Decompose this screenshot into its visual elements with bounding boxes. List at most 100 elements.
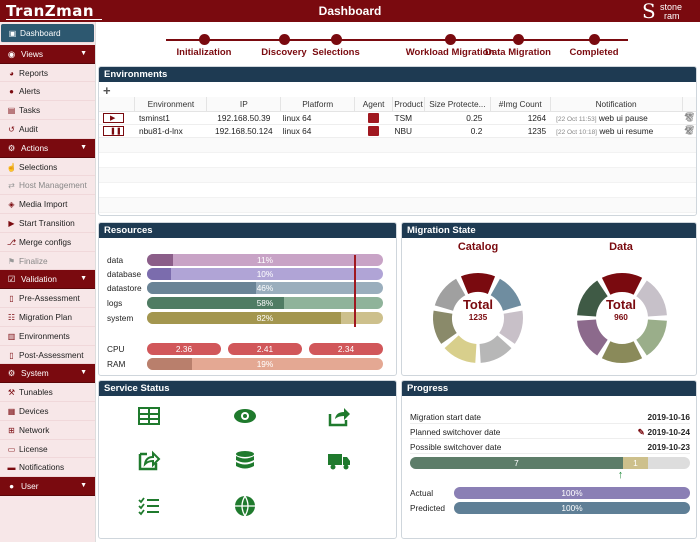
resource-label: data bbox=[107, 255, 124, 265]
data-total-value: 960 bbox=[614, 312, 628, 322]
sidebar-section-actions[interactable]: ⚙ Actions ▼ bbox=[0, 138, 95, 158]
sidebar-item-environments[interactable]: ▥ Environments bbox=[0, 327, 95, 346]
sidebar-item-tunables[interactable]: ⚒ Tunables bbox=[0, 383, 95, 402]
sidebar-item-alerts[interactable]: ● Alerts bbox=[0, 82, 95, 102]
sidebar-item-dashboard[interactable]: ▣ Dashboard bbox=[1, 24, 94, 43]
date-text: 2019-10-24 bbox=[647, 427, 690, 437]
sidebar-item-merge-configs[interactable]: ⎇ Merge configs bbox=[0, 233, 95, 252]
resource-percent: 46% bbox=[256, 283, 274, 293]
sidebar-item-post-assessment[interactable]: ▯ Post-Assessment bbox=[0, 346, 95, 365]
column-header[interactable] bbox=[682, 97, 696, 112]
sidebar-item-selections[interactable]: ☝ Selections bbox=[0, 158, 95, 177]
actual-percent: 100% bbox=[561, 488, 583, 498]
date-text: 2019-10-23 bbox=[647, 442, 690, 452]
sidebar-item-finalize[interactable]: ⚑ Finalize bbox=[0, 252, 95, 271]
sidebar-item-license[interactable]: ▭ License bbox=[0, 440, 95, 459]
empty-cell bbox=[682, 197, 696, 213]
sidebar-item-audit[interactable]: ↺ Audit bbox=[0, 120, 95, 139]
sidebar-item-reports[interactable]: ◕ Reports bbox=[0, 64, 95, 83]
agent-cell bbox=[354, 111, 393, 125]
wizard-step-completed[interactable]: Completed bbox=[549, 34, 639, 58]
sidebar-item-start-transition[interactable]: ▶ Start Transition bbox=[0, 214, 95, 233]
sidebar-item-devices[interactable]: ▦ Devices bbox=[0, 402, 95, 421]
empty-cell bbox=[280, 137, 355, 153]
sidebar-item-pre-assessment[interactable]: ▯ Pre-Assessment bbox=[0, 289, 95, 308]
resource-bar: 58% bbox=[147, 297, 383, 309]
catalog-title: Catalog bbox=[457, 241, 499, 253]
empty-cell bbox=[550, 152, 683, 168]
sidebar-section-views[interactable]: ◉ Views ▼ bbox=[0, 44, 95, 64]
wrench-icon[interactable]: ⚒ bbox=[684, 112, 693, 122]
column-header[interactable]: Size Protecte... bbox=[424, 97, 491, 112]
column-header[interactable] bbox=[99, 97, 136, 112]
play-state-icon[interactable]: ▶ bbox=[103, 112, 124, 123]
column-header[interactable]: IP bbox=[206, 97, 282, 112]
truck-icon[interactable] bbox=[327, 449, 351, 471]
wizard-step-initialization[interactable]: Initialization bbox=[159, 34, 249, 58]
sidebar-item-tasks[interactable]: ▤ Tasks bbox=[0, 101, 95, 120]
add-environment-icon[interactable]: + bbox=[103, 83, 111, 98]
sidebar-item-notifications[interactable]: ▬ Notifications bbox=[0, 458, 95, 478]
donut-segment bbox=[601, 273, 643, 295]
share-icon[interactable] bbox=[327, 405, 351, 427]
table-row[interactable]: ❚❚ nbu81-d-lnx 192.168.50.124 linux 64 NBU 0.… bbox=[99, 124, 696, 138]
column-header[interactable]: Environment bbox=[134, 97, 208, 112]
sidebar-item-network[interactable]: ⊞ Network bbox=[0, 421, 95, 440]
checklist-icon[interactable] bbox=[137, 495, 161, 517]
service-status-title: Service Status bbox=[99, 381, 396, 396]
agent-cubes-icon bbox=[368, 112, 380, 123]
devices-icon: ▦ bbox=[7, 406, 16, 416]
globe-icon[interactable] bbox=[233, 495, 257, 517]
external-share-icon[interactable] bbox=[137, 449, 161, 471]
play-icon: ▶ bbox=[8, 218, 15, 228]
wrench-icon: ⚒ bbox=[7, 388, 16, 398]
sidebar-item-migration-plan[interactable]: ☷ Migration Plan bbox=[0, 308, 95, 327]
environment-name: tsminst1 bbox=[134, 111, 207, 125]
user-icon: ● bbox=[8, 481, 14, 492]
empty-cell bbox=[206, 212, 281, 215]
trash-icon[interactable]: 🗑 bbox=[684, 112, 696, 122]
eye-icon[interactable] bbox=[233, 405, 257, 427]
donut-segment bbox=[479, 335, 512, 363]
database-icon[interactable] bbox=[233, 449, 257, 471]
empty-cell bbox=[550, 182, 683, 198]
wizard-step-workload-migration[interactable]: Workload Migration bbox=[405, 34, 495, 58]
column-header[interactable]: #Img Count bbox=[490, 97, 551, 112]
pencil-icon[interactable]: ✎ bbox=[637, 427, 645, 437]
wizard-step-discovery[interactable]: Discovery bbox=[239, 34, 329, 58]
sidebar-label: Views bbox=[21, 48, 43, 59]
data-title: Data bbox=[609, 241, 633, 253]
column-header[interactable]: Notification bbox=[550, 97, 683, 112]
empty-cell bbox=[280, 212, 355, 215]
sidebar-section-validation[interactable]: ☑ Validation ▼ bbox=[0, 270, 95, 290]
app-logo[interactable]: TranZman bbox=[6, 2, 95, 20]
sidebar-section-system[interactable]: ⚙ System ▼ bbox=[0, 364, 95, 384]
sidebar-item-host-management[interactable]: ⇄ Host Management bbox=[0, 176, 95, 196]
table-icon[interactable] bbox=[137, 405, 161, 427]
column-header[interactable]: Product bbox=[392, 97, 425, 112]
row-state-cell[interactable]: ▶ bbox=[99, 111, 135, 125]
wizard-step-data-migration[interactable]: Data Migration bbox=[473, 34, 563, 58]
row-state-cell[interactable]: ❚❚ bbox=[99, 124, 135, 138]
empty-cell bbox=[550, 137, 683, 153]
column-header[interactable]: Platform bbox=[280, 97, 356, 112]
resources-title: Resources bbox=[99, 223, 396, 238]
trash-icon[interactable]: 🗑 bbox=[684, 125, 696, 135]
resource-fill bbox=[147, 312, 341, 324]
column-header[interactable]: Agent bbox=[354, 97, 393, 112]
wrench-icon[interactable]: ⚒ bbox=[684, 126, 693, 136]
pause-state-icon[interactable]: ❚❚ bbox=[103, 125, 124, 136]
resource-row: database 10% bbox=[99, 268, 396, 280]
sidebar-item-media-import[interactable]: ◈ Media Import bbox=[0, 195, 95, 214]
notification-time: [22 Oct 10:18] bbox=[556, 128, 597, 136]
empty-cell bbox=[424, 152, 491, 168]
row-actions: 🗑 bbox=[682, 111, 696, 125]
resource-fill bbox=[147, 254, 173, 266]
wizard-step-label: Workload Migration bbox=[405, 47, 495, 58]
table-row[interactable]: ▶ tsminst1 192.168.50.39 linux 64 TSM 0.25 126… bbox=[99, 111, 696, 125]
cpu-row: CPU 2.36 2.41 2.34 bbox=[99, 343, 396, 355]
empty-cell bbox=[490, 167, 551, 183]
donut-segment bbox=[601, 341, 643, 363]
sidebar-section-user[interactable]: ● User ▼ bbox=[0, 477, 95, 496]
wizard-step-selections[interactable]: Selections bbox=[291, 34, 381, 58]
